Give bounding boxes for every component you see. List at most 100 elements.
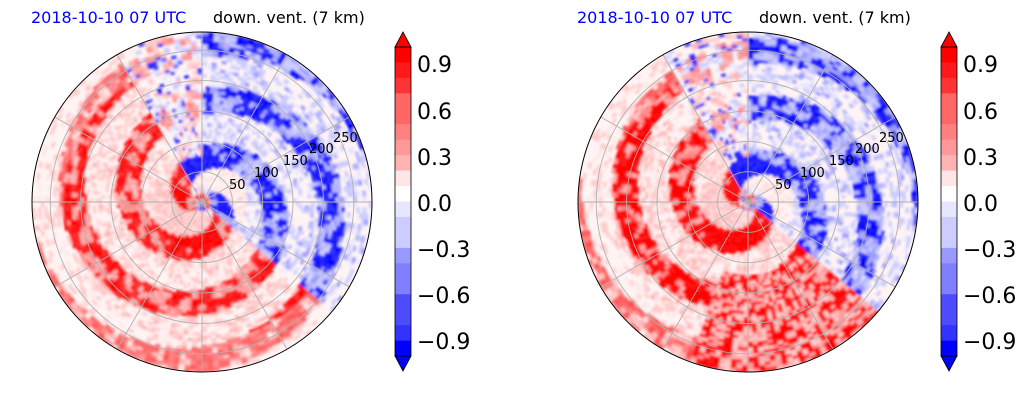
heatmap-cell [150,205,154,208]
heatmap-cell [224,120,229,125]
heatmap-cell [196,271,200,276]
heatmap-cell [311,201,315,207]
heatmap-cell [195,153,198,158]
heatmap-cell [204,280,208,285]
heatmap-cell [97,219,102,225]
heatmap-cell [309,213,314,218]
heatmap-cell [89,197,93,203]
heatmap-cell [197,144,201,148]
heatmap-cell [218,193,222,196]
heatmap-cell [225,197,230,200]
heatmap-cell [204,116,209,121]
heatmap-cell [119,221,124,226]
heatmap-cell [190,98,196,103]
heatmap-cell [199,177,201,182]
heatmap-cell [190,307,195,312]
panel-left: 2018-10-10 07 UTC down. vent. (7 km) 50 … [31,8,470,373]
heatmap-cell [268,204,272,208]
heatmap-cell [192,113,197,118]
heatmap-cell [101,205,106,210]
heatmap-cell [307,205,312,210]
heatmap-cell [153,208,158,211]
heatmap-cell [197,253,201,257]
heatmap-cell [201,104,206,109]
heatmap-cell [92,209,97,214]
heatmap-cell [192,135,196,140]
heatmap-cell [277,207,281,211]
heatmap-cell [256,203,260,207]
heatmap-cell [195,199,200,202]
heatmap-cell [179,97,185,102]
heatmap-cell [295,201,300,206]
heatmap-cell [201,295,206,300]
heatmap-cell [190,95,196,100]
heatmap-cell [249,210,254,213]
heatmap-cell [208,252,212,257]
heatmap-cell [104,208,109,213]
heatmap-cell [274,204,279,208]
heatmap-cell [192,267,196,272]
heatmap-cell [196,277,200,282]
heatmap-cell [189,83,195,88]
heatmap-cell [86,209,91,215]
chart-title-time: 2018-10-10 07 UTC [31,8,187,27]
heatmap-cell [204,183,207,188]
heatmap-cell [214,127,219,131]
heatmap-cell [114,213,119,218]
heatmap-cell [193,188,196,193]
heatmap-cell [220,274,225,279]
heatmap-cell [310,209,315,214]
heatmap-cell [195,113,200,118]
heatmap-cell [193,89,199,94]
heatmap-cell [153,203,157,206]
heatmap-cell [178,119,183,124]
heatmap-cell [198,150,201,154]
heatmap-cell [194,307,199,312]
heatmap-cell [207,286,212,291]
heatmap-cell [311,221,316,227]
heatmap-cell [255,207,260,211]
heatmap-cell [213,84,219,88]
heatmap-cell [265,204,269,207]
heatmap-cell [194,95,199,100]
heatmap-cell [209,83,215,88]
heatmap-cell [116,195,121,200]
heatmap-cell [209,129,213,134]
heatmap-cell [196,119,200,124]
heatmap-cell [205,92,210,97]
heatmap-cell [105,184,110,190]
heatmap-cell [271,206,275,210]
heatmap-cell [204,132,208,136]
heatmap-cell [208,298,213,303]
heatmap-cell [128,204,133,208]
heatmap-cell [128,196,133,200]
heatmap-cell [283,207,288,212]
heatmap-cell [196,187,199,191]
heatmap-cell [147,197,151,201]
heatmap-cell [279,210,284,214]
heatmap-cell [189,117,194,122]
heatmap-cell [195,295,199,300]
heatmap-cell [113,192,118,197]
heatmap-cell [201,98,206,103]
heatmap-cell [197,265,200,269]
heatmap-cell [144,203,148,207]
heatmap-cell [183,284,188,289]
heatmap-cell [95,201,100,206]
heatmap-cell [237,196,242,199]
heatmap-cell [265,206,269,210]
heatmap-cell [187,120,192,125]
heatmap-cell [205,98,210,103]
heatmap-cell [190,310,195,315]
heatmap-cell [190,264,194,269]
heatmap-cell [100,222,106,228]
heatmap-cell [201,92,207,97]
heatmap-cell [197,92,203,97]
heatmap-cell [210,264,214,269]
heatmap-cell [217,84,223,89]
heatmap-cell [282,210,287,215]
heatmap-cell [274,206,278,211]
heatmap-cell [193,280,197,284]
heatmap-cell [316,189,321,195]
heatmap-cell [193,310,199,315]
